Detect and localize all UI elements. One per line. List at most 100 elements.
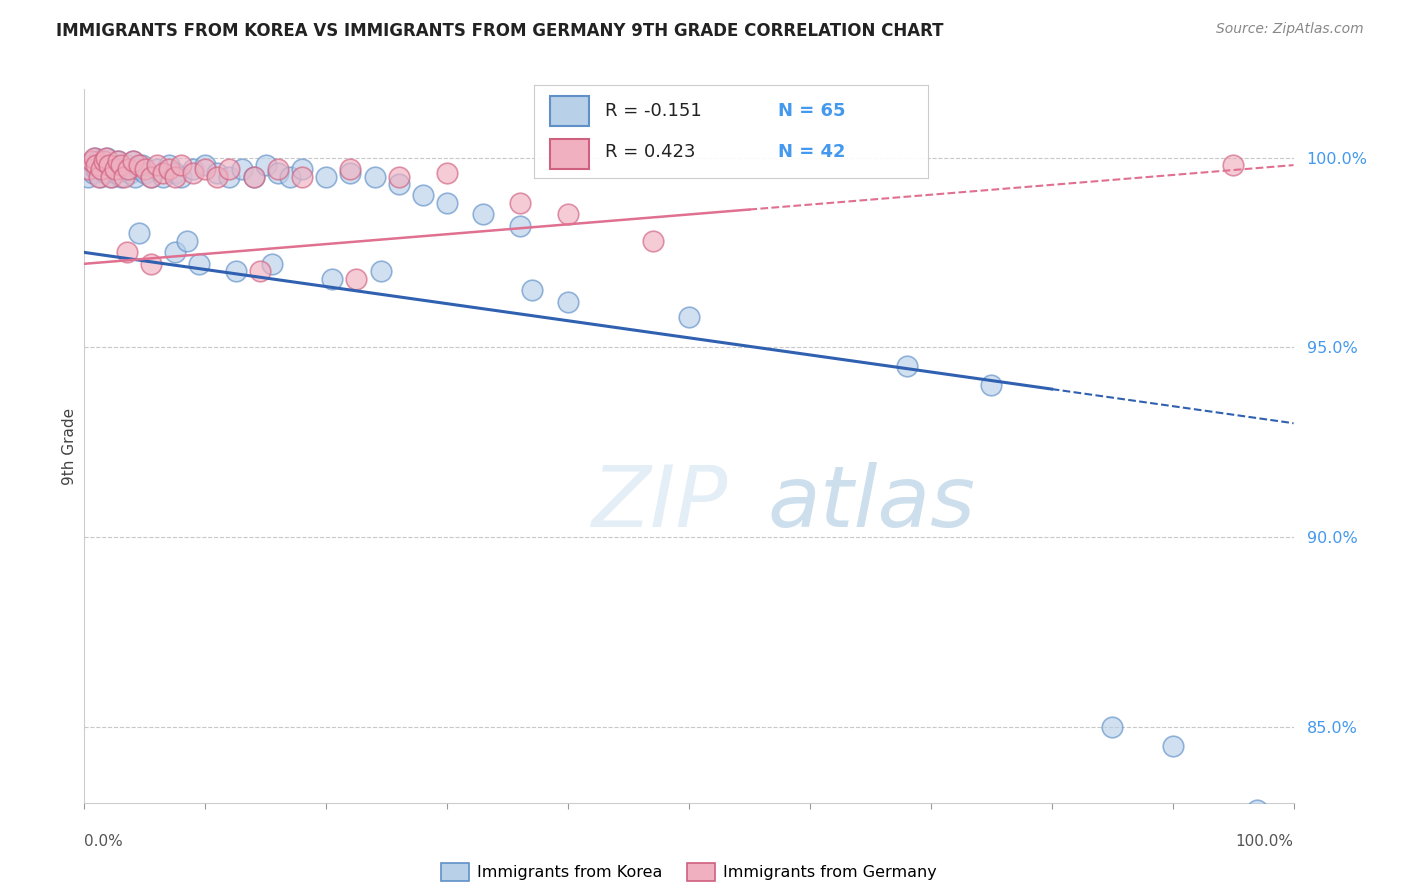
Point [86, 158, 108, 172]
Point [100, 169, 122, 184]
Point [1277, 814, 1299, 829]
Point [231, 161, 253, 176]
Point [94, 166, 117, 180]
Point [110, 158, 132, 172]
Point [152, 166, 174, 180]
Point [339, 161, 361, 176]
Point [388, 169, 411, 184]
Point [436, 196, 458, 211]
Point [225, 264, 247, 278]
Point [520, 284, 543, 298]
Text: N = 65: N = 65 [779, 102, 846, 120]
Point [112, 161, 135, 176]
Point [117, 161, 139, 176]
Point [107, 154, 129, 169]
Point [557, 294, 579, 309]
Point [128, 161, 150, 176]
Point [218, 169, 240, 184]
Point [91, 158, 114, 172]
Point [267, 161, 290, 176]
Point [157, 161, 180, 176]
Point [115, 245, 138, 260]
Point [1246, 804, 1268, 818]
Point [90, 161, 112, 176]
Text: N = 42: N = 42 [779, 144, 846, 161]
Point [472, 207, 495, 221]
Point [370, 264, 392, 278]
Point [339, 166, 361, 180]
Point [93, 154, 115, 169]
Point [165, 245, 187, 260]
Point [218, 161, 240, 176]
Point [157, 158, 180, 172]
Point [82, 166, 104, 180]
Point [115, 158, 138, 172]
Point [124, 169, 146, 184]
Text: R = -0.151: R = -0.151 [605, 102, 702, 120]
Point [557, 207, 579, 221]
Point [87, 169, 110, 184]
Point [79, 158, 101, 172]
Point [170, 169, 193, 184]
Point [194, 161, 217, 176]
Text: ZIP: ZIP [592, 461, 728, 545]
Point [896, 359, 918, 374]
Text: R = 0.423: R = 0.423 [605, 144, 696, 161]
Point [100, 169, 122, 184]
Point [77, 161, 100, 176]
Point [363, 169, 385, 184]
Point [121, 154, 143, 169]
Point [388, 177, 411, 191]
Point [152, 169, 174, 184]
Point [641, 234, 664, 248]
Point [97, 158, 120, 172]
Text: atlas: atlas [768, 461, 976, 545]
Point [181, 161, 204, 176]
Text: Source: ZipAtlas.com: Source: ZipAtlas.com [1216, 22, 1364, 37]
Point [77, 169, 100, 184]
Point [278, 169, 301, 184]
Point [291, 169, 314, 184]
Point [291, 161, 314, 176]
Point [139, 169, 162, 184]
Point [112, 169, 135, 184]
Point [128, 158, 150, 172]
Point [1222, 158, 1244, 172]
Point [104, 166, 127, 180]
Point [121, 154, 143, 169]
Point [97, 161, 120, 176]
Point [194, 158, 217, 172]
Bar [550, 139, 589, 169]
Bar [550, 96, 589, 126]
Point [139, 257, 162, 271]
Point [315, 169, 337, 184]
Point [170, 158, 193, 172]
Point [260, 257, 283, 271]
Point [103, 158, 125, 172]
Text: 0.0%: 0.0% [84, 834, 124, 849]
Point [96, 151, 118, 165]
Point [86, 161, 108, 176]
Point [509, 196, 531, 211]
Point [94, 151, 117, 165]
Point [207, 166, 229, 180]
Point [134, 166, 156, 180]
Point [1161, 739, 1184, 753]
Point [80, 154, 103, 169]
Point [104, 161, 127, 176]
Legend: Immigrants from Korea, Immigrants from Germany: Immigrants from Korea, Immigrants from G… [434, 856, 943, 888]
Point [83, 151, 105, 165]
Point [165, 169, 187, 184]
Text: IMMIGRANTS FROM KOREA VS IMMIGRANTS FROM GERMANY 9TH GRADE CORRELATION CHART: IMMIGRANTS FROM KOREA VS IMMIGRANTS FROM… [56, 22, 943, 40]
Point [107, 154, 129, 169]
Point [254, 158, 277, 172]
Point [242, 169, 264, 184]
Point [267, 166, 290, 180]
Point [242, 169, 264, 184]
Point [84, 151, 107, 165]
Point [321, 272, 343, 286]
Point [412, 188, 434, 202]
Point [139, 169, 162, 184]
Point [176, 234, 198, 248]
Text: 100.0%: 100.0% [1236, 834, 1294, 849]
